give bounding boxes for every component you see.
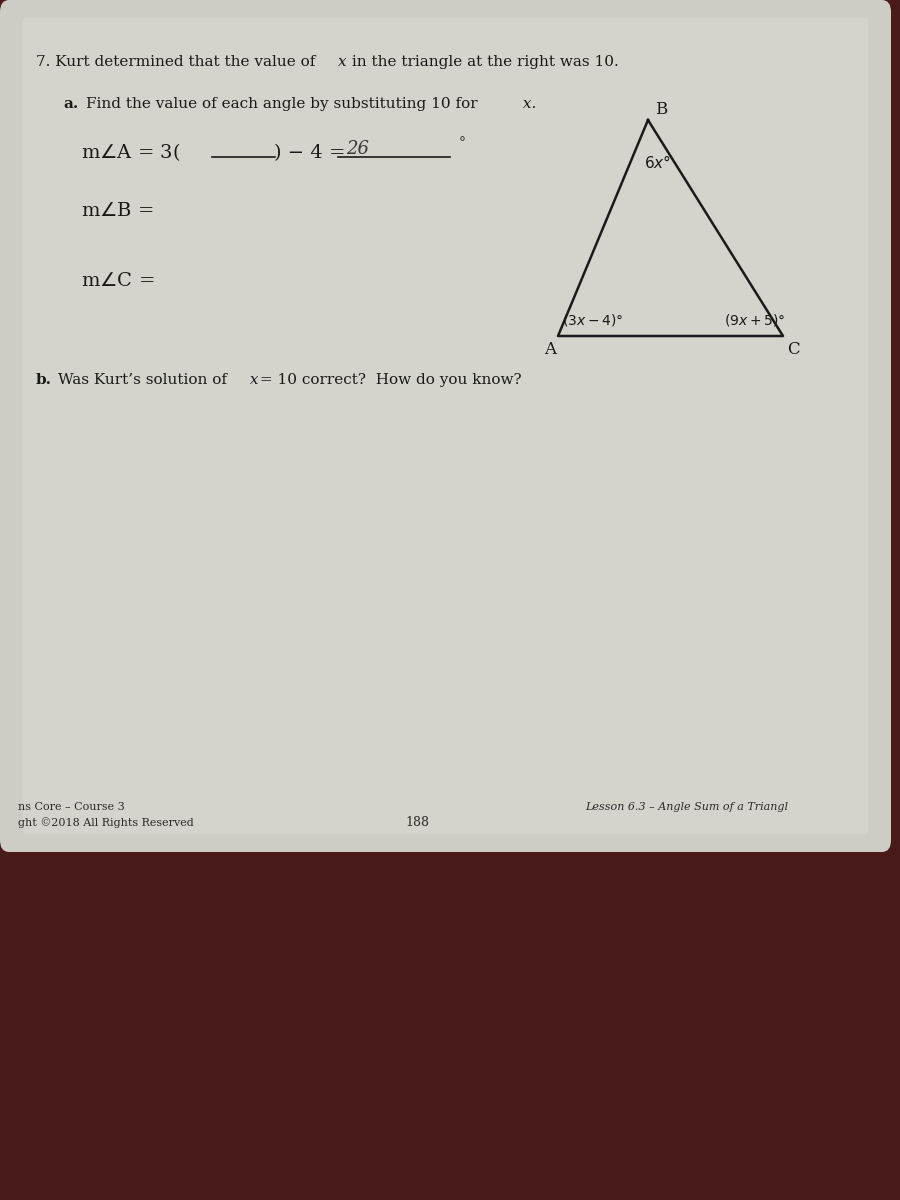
Text: $(3x-4)°$: $(3x-4)°$ bbox=[562, 312, 624, 328]
Text: b.: b. bbox=[36, 373, 52, 386]
Text: x: x bbox=[338, 55, 346, 68]
Text: ght ©2018 All Rights Reserved: ght ©2018 All Rights Reserved bbox=[18, 817, 194, 828]
Text: in the triangle at the right was 10.: in the triangle at the right was 10. bbox=[347, 55, 619, 68]
Text: Find the value of each angle by substituting 10 for: Find the value of each angle by substitu… bbox=[86, 97, 477, 110]
Text: x: x bbox=[245, 373, 258, 386]
Text: B: B bbox=[655, 101, 668, 118]
Text: a.: a. bbox=[63, 97, 78, 110]
Text: $(9x+5)°$: $(9x+5)°$ bbox=[724, 312, 786, 328]
Text: 7. Kurt determined that the value of: 7. Kurt determined that the value of bbox=[36, 55, 320, 68]
Text: m$\angle$B =: m$\angle$B = bbox=[81, 202, 154, 220]
Text: 188: 188 bbox=[405, 816, 429, 828]
Text: A: A bbox=[544, 341, 556, 358]
Text: ) − 4 =: ) − 4 = bbox=[274, 144, 346, 162]
Text: = 10 correct?  How do you know?: = 10 correct? How do you know? bbox=[255, 373, 521, 386]
Text: $6x°$: $6x°$ bbox=[644, 154, 670, 170]
Text: ns Core – Course 3: ns Core – Course 3 bbox=[18, 802, 125, 812]
Text: m$\angle$A = 3(: m$\angle$A = 3( bbox=[81, 142, 180, 163]
Text: 26: 26 bbox=[346, 139, 370, 157]
Text: °: ° bbox=[459, 137, 466, 150]
Text: x.: x. bbox=[518, 97, 536, 110]
Text: Was Kurt’s solution of: Was Kurt’s solution of bbox=[58, 373, 228, 386]
Text: m$\angle$C =: m$\angle$C = bbox=[81, 271, 155, 289]
Text: C: C bbox=[788, 341, 800, 358]
Text: Lesson 6.3 – Angle Sum of a Triangl: Lesson 6.3 – Angle Sum of a Triangl bbox=[585, 802, 788, 812]
